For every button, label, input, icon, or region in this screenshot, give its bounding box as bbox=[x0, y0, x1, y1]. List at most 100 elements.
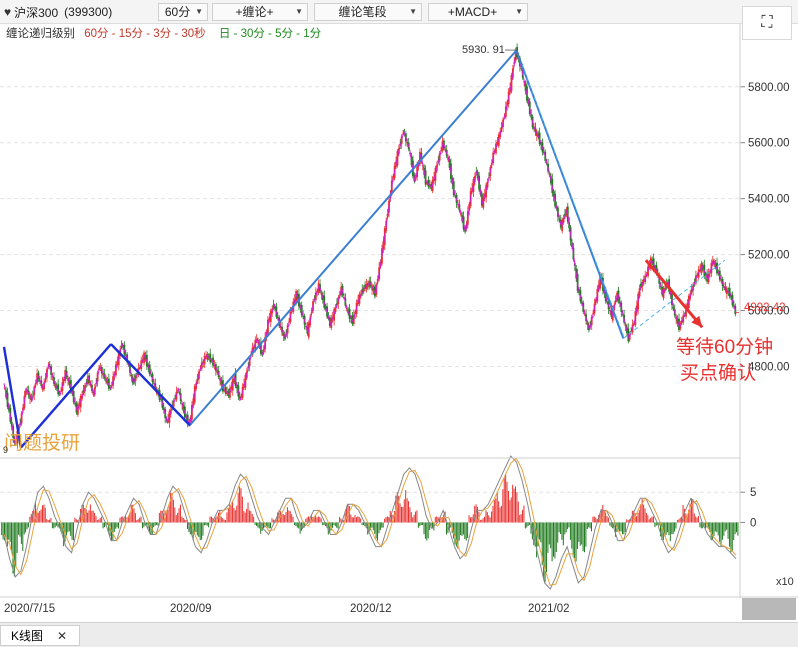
macd-bar bbox=[637, 512, 639, 523]
macd-bar bbox=[98, 519, 100, 523]
macd-bar bbox=[455, 522, 457, 547]
macd-bar bbox=[620, 522, 622, 532]
macd-bar bbox=[119, 517, 121, 523]
macd-bar bbox=[416, 510, 418, 523]
macd-bar bbox=[467, 522, 469, 538]
macd-bar bbox=[403, 499, 405, 523]
macd-bar bbox=[610, 522, 612, 527]
macd-bar bbox=[239, 486, 241, 523]
macd-bar bbox=[645, 513, 647, 523]
macd-bar bbox=[588, 522, 590, 528]
heart-icon[interactable]: ♥ bbox=[4, 5, 12, 19]
macd-bar bbox=[92, 510, 94, 523]
macd-bar bbox=[118, 522, 120, 529]
macd-bar bbox=[634, 513, 636, 523]
macd-bar bbox=[675, 522, 677, 529]
macd-bar bbox=[310, 514, 312, 523]
candle-body bbox=[364, 284, 366, 289]
macd-label: +MACD+ bbox=[447, 5, 498, 19]
chanlun-button[interactable]: +缠论+ ▼ bbox=[212, 3, 308, 21]
macd-bar bbox=[202, 522, 204, 536]
macd-y-tick-label: 5 bbox=[750, 487, 756, 499]
macd-bar bbox=[719, 522, 721, 542]
macd-bar bbox=[4, 522, 5, 541]
macd-bar bbox=[671, 522, 673, 535]
macd-bar bbox=[461, 522, 463, 536]
macd-bar bbox=[125, 516, 127, 523]
macd-bar bbox=[82, 504, 84, 523]
macd-bar bbox=[102, 522, 104, 529]
macd-bar bbox=[423, 522, 425, 535]
y-tick-label: 5800.00 bbox=[748, 82, 790, 94]
macd-bar bbox=[172, 499, 174, 523]
macd-bar bbox=[42, 505, 44, 523]
macd-bar bbox=[146, 522, 148, 525]
macd-bar bbox=[564, 522, 566, 535]
macd-bar bbox=[12, 522, 14, 574]
macd-bar bbox=[590, 522, 592, 532]
macd-bar bbox=[440, 517, 442, 523]
macd-bar bbox=[544, 522, 546, 583]
macd-bar bbox=[412, 517, 414, 523]
macd-bar bbox=[362, 522, 364, 526]
macd-bar bbox=[505, 474, 507, 523]
macd-bar bbox=[681, 516, 683, 523]
y-tick-label: 5600.00 bbox=[748, 138, 790, 150]
macd-bar bbox=[465, 522, 467, 541]
macd-bar bbox=[427, 522, 429, 539]
macd-bar bbox=[330, 522, 332, 531]
macd-bar bbox=[39, 510, 41, 523]
macd-bar bbox=[498, 501, 500, 523]
macd-bar bbox=[660, 522, 662, 537]
chanlun-label: +缠论+ bbox=[235, 5, 274, 19]
macd-bar bbox=[527, 522, 529, 526]
macd-button[interactable]: +MACD+ ▼ bbox=[428, 3, 528, 21]
macd-bar bbox=[554, 522, 556, 559]
macd-chart[interactable]: 50 bbox=[0, 455, 756, 590]
macd-bar bbox=[226, 512, 228, 523]
price-chart[interactable]: 4800.00 5000.00 5200.00 5400.00 5600.00 5800.… bbox=[0, 43, 790, 449]
macd-bar bbox=[375, 522, 377, 539]
macd-bar bbox=[108, 522, 110, 532]
tab-kline[interactable]: K线图 ✕ bbox=[0, 625, 80, 646]
macd-bar bbox=[331, 522, 333, 528]
macd-bar bbox=[339, 516, 341, 523]
macd-bar bbox=[689, 503, 691, 523]
fullscreen-button[interactable]: ⛶ bbox=[742, 6, 792, 40]
macd-bar bbox=[63, 522, 65, 547]
period-select[interactable]: 60分 ▼ bbox=[158, 3, 208, 21]
macd-bar bbox=[702, 522, 704, 529]
macd-bar bbox=[520, 514, 522, 523]
y-tick-label: 5400.00 bbox=[748, 194, 790, 206]
macd-bar bbox=[1, 522, 3, 536]
macd-bar bbox=[260, 522, 262, 534]
macd-bar bbox=[724, 522, 726, 532]
macd-bar bbox=[47, 520, 49, 523]
chevron-down-icon: ▼ bbox=[409, 7, 417, 16]
macd-bar bbox=[185, 520, 187, 523]
macd-bar bbox=[89, 504, 91, 523]
scrollbar-thumb[interactable] bbox=[742, 598, 796, 620]
macd-bar bbox=[151, 522, 153, 535]
macd-dea-line bbox=[3, 457, 737, 586]
macd-bar bbox=[581, 522, 583, 545]
symbol-title[interactable]: ♥ 沪深300 (399300) bbox=[4, 3, 112, 21]
macd-bar bbox=[84, 508, 86, 523]
watermark: 问题投研 bbox=[4, 433, 81, 454]
macd-bar bbox=[685, 513, 687, 523]
macd-bar bbox=[168, 503, 170, 523]
macd-bar bbox=[143, 522, 145, 528]
macd-bar bbox=[354, 515, 356, 523]
macd-bar bbox=[524, 522, 526, 529]
close-icon[interactable]: ✕ bbox=[57, 628, 68, 643]
macd-bar bbox=[154, 522, 156, 526]
red-levels: 60分 - 15分 - 3分 - 30秒 bbox=[84, 28, 206, 40]
macd-bar bbox=[29, 516, 31, 523]
macd-bar bbox=[538, 522, 540, 540]
bipart-button[interactable]: 缠论笔段 ▼ bbox=[314, 3, 422, 21]
chanlun-duan-segment bbox=[110, 343, 191, 427]
macd-bar bbox=[122, 516, 124, 523]
period-value: 60分 bbox=[164, 5, 191, 19]
macd-bar bbox=[53, 522, 55, 529]
macd-bar bbox=[593, 516, 595, 523]
